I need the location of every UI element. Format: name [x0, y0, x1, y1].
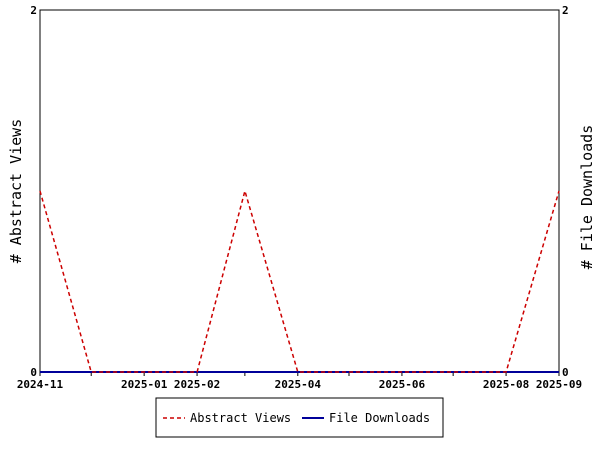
y-axis-left-title: # Abstract Views [7, 119, 25, 264]
x-tick-label: 2025-02 [174, 378, 220, 391]
y-left-tick-label: 0 [30, 366, 37, 379]
series-line-abstract-views [39, 188, 560, 373]
plot-area [39, 9, 560, 373]
x-tick-label: 2025-06 [379, 378, 426, 391]
x-tick-label: 2025-09 [536, 378, 582, 391]
x-tick-label: 2025-01 [121, 378, 168, 391]
legend-box [155, 397, 444, 438]
legend: Abstract Views File Downloads [155, 397, 444, 438]
y-axis-right-title: # File Downloads [578, 125, 596, 270]
series-lines [39, 188, 560, 373]
y-left-tick-label: 2 [30, 4, 37, 17]
x-tick-label: 2025-08 [483, 378, 529, 391]
x-ticks: 2024-11 2025-01 2025-02 2025-04 2025-06 2025-… [17, 372, 582, 391]
legend-label: File Downloads [329, 411, 430, 425]
y-ticks: 0 2 0 2 [30, 4, 568, 379]
x-tick-label: 2024-11 [17, 378, 64, 391]
y-right-tick-label: 2 [562, 4, 569, 17]
x-tick-label: 2025-04 [275, 378, 322, 391]
legend-label: Abstract Views [190, 411, 291, 425]
y-right-tick-label: 0 [562, 366, 569, 379]
